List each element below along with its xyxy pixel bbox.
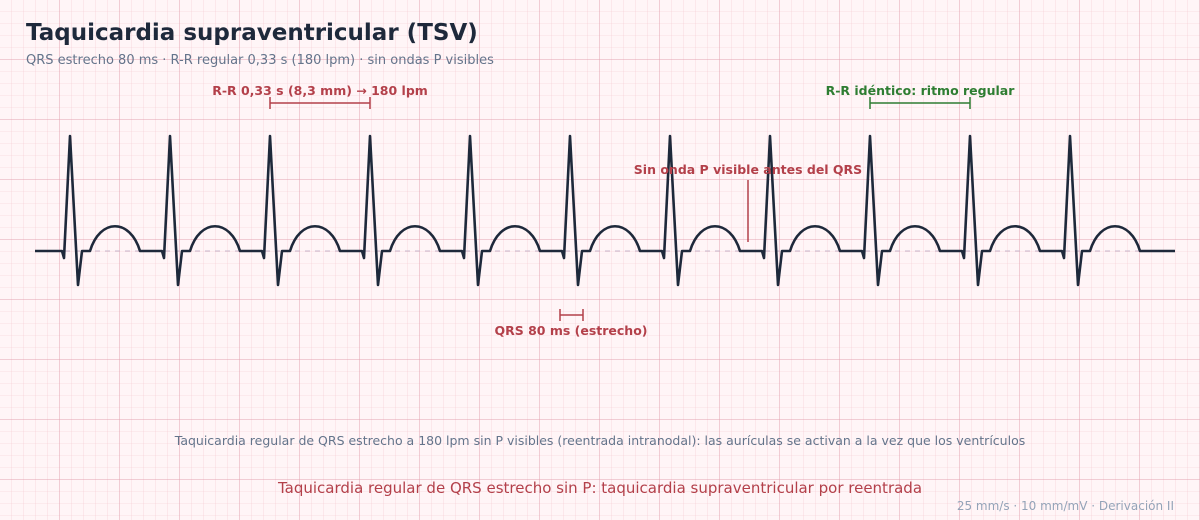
subtitle: QRS estrecho 80 ms · R-R regular 0,33 s …	[26, 53, 494, 68]
title: Taquicardia supraventricular (TSV)	[26, 20, 478, 46]
no-p-label: Sin onda P visible antes del QRS	[634, 162, 862, 177]
rr-identical-bracket	[869, 97, 971, 109]
ecg-trace	[35, 134, 1175, 287]
qrs-bracket	[559, 309, 584, 321]
footer: 25 mm/s · 10 mm/mV · Derivación II	[957, 499, 1174, 513]
conclusion: Taquicardia regular de QRS estrecho sin …	[277, 479, 922, 497]
rr-label: R-R 0,33 s (8,3 mm) → 180 lpm	[212, 83, 428, 98]
rr-bracket	[269, 97, 371, 109]
caption: Taquicardia regular de QRS estrecho a 18…	[174, 433, 1025, 448]
qrs-label: QRS 80 ms (estrecho)	[494, 323, 647, 338]
rr-identical-label: R-R idéntico: ritmo regular	[826, 83, 1016, 98]
